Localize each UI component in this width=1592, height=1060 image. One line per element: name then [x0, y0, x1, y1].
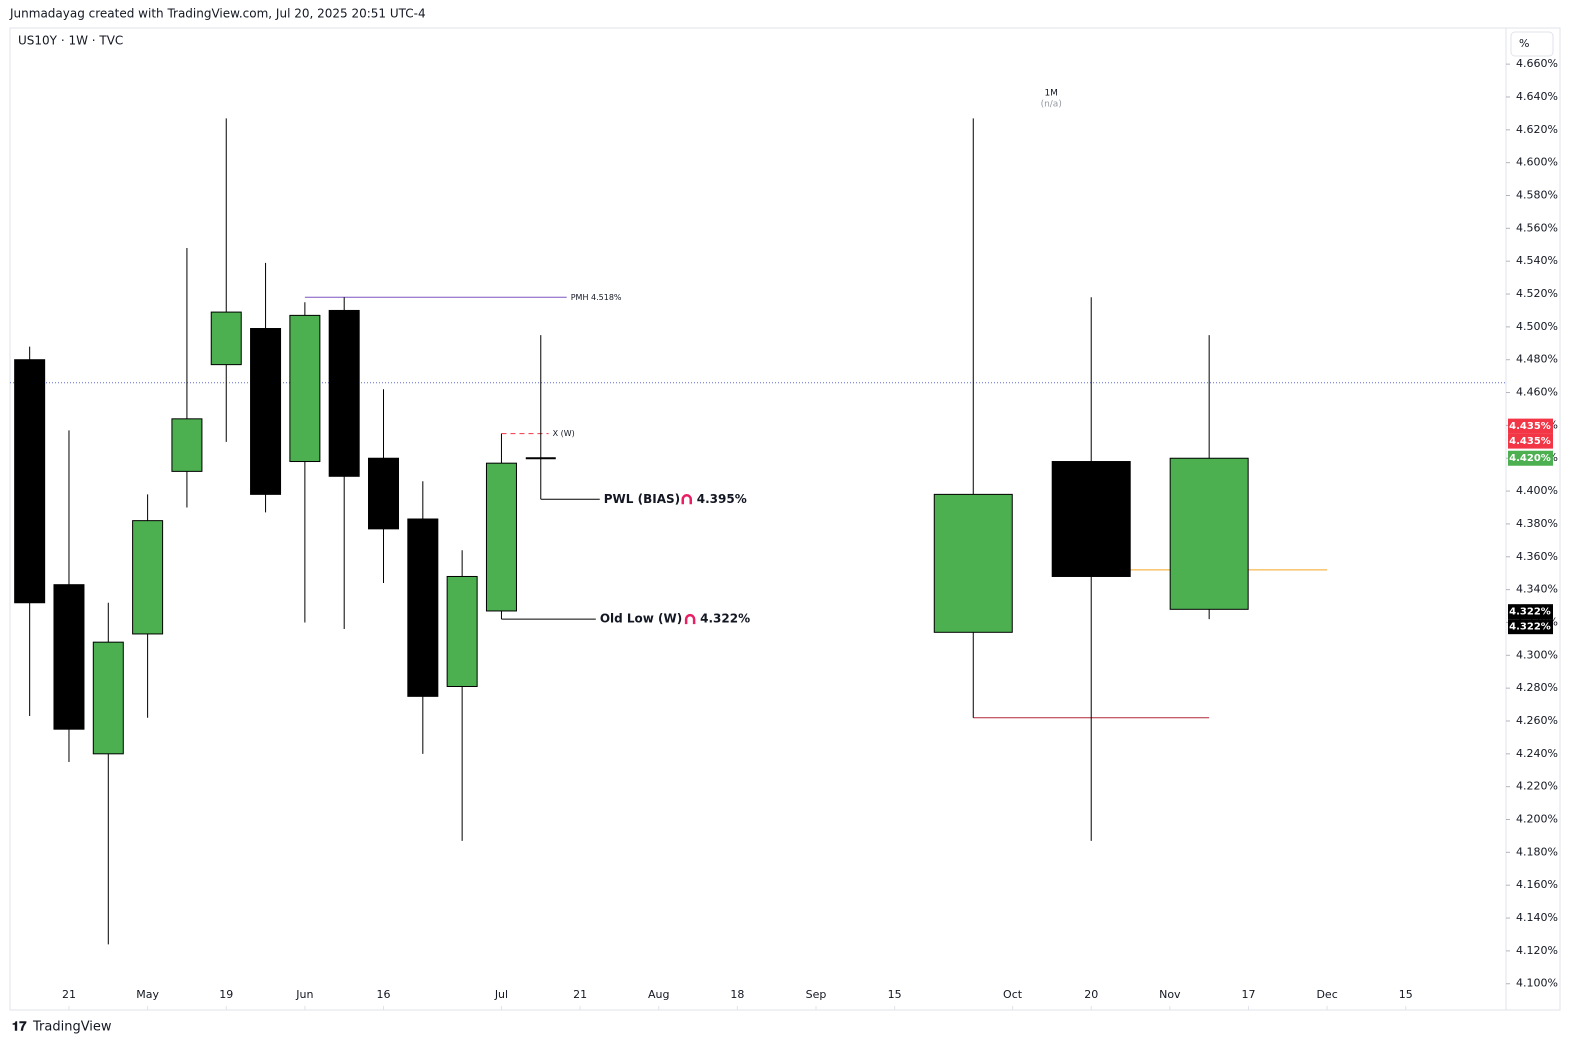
x-tick-label: 16 — [377, 988, 391, 1001]
series-subtitle: (n/a) — [1041, 100, 1062, 110]
y-tick-label: 4.300% — [1516, 648, 1558, 661]
candle-body — [250, 328, 282, 495]
logo-mark: 𝟏𝟕 — [12, 1020, 27, 1035]
y-tick-label: 4.520% — [1516, 287, 1558, 300]
magnet-icon — [681, 494, 692, 505]
x-tick-label: 15 — [1399, 988, 1413, 1001]
x-tick-label: 19 — [219, 988, 233, 1001]
candle-body — [14, 359, 46, 604]
candle-body — [210, 311, 242, 366]
y-tick-label: 4.620% — [1516, 123, 1558, 136]
y-tick-label: 4.360% — [1516, 550, 1558, 563]
y-tick-label: 4.600% — [1516, 156, 1558, 169]
footer-logo: TradingView — [32, 1020, 112, 1035]
y-tick-label: 4.340% — [1516, 583, 1558, 596]
x-tick-label: Jun — [295, 988, 313, 1001]
price-tag-label: 4.435% — [1509, 436, 1551, 447]
y-tick-label: 4.120% — [1516, 944, 1558, 957]
candle-body — [368, 457, 400, 530]
y-tick-label: 4.500% — [1516, 320, 1558, 333]
candle-body — [328, 309, 360, 477]
candle-body — [446, 575, 478, 687]
price-tag — [1508, 619, 1553, 635]
y-tick-label: 4.560% — [1516, 221, 1558, 234]
candle-body — [289, 314, 321, 463]
annotation-label: PMH 4.518% — [571, 293, 622, 302]
x-tick-label: 21 — [62, 988, 76, 1001]
y-tick-label: 4.200% — [1516, 813, 1558, 826]
price-tag-label: 4.322% — [1509, 622, 1551, 633]
y-tick-label: 4.580% — [1516, 188, 1558, 201]
x-tick-label: Dec — [1316, 988, 1337, 1001]
candle-body — [1169, 457, 1249, 610]
y-tick-label: 4.380% — [1516, 517, 1558, 530]
candle-body — [1051, 461, 1131, 577]
x-tick-label: May — [136, 988, 159, 1001]
annotation-label: PWL (BIAS) — [604, 492, 680, 506]
y-tick-label: 4.140% — [1516, 911, 1558, 924]
y-tick-label: 4.220% — [1516, 780, 1558, 793]
y-tick-label: 4.480% — [1516, 353, 1558, 366]
y-tick-label: 4.160% — [1516, 878, 1558, 891]
unit-label: % — [1519, 37, 1529, 50]
y-tick-label: 4.280% — [1516, 681, 1558, 694]
annotation-value: 4.395% — [697, 492, 747, 506]
x-tick-label: Oct — [1003, 988, 1023, 1001]
candle-body — [407, 518, 439, 697]
price-tag-label: 4.435% — [1509, 421, 1551, 432]
x-tick-label: Aug — [648, 988, 669, 1001]
x-tick-label: 15 — [888, 988, 902, 1001]
candle-body — [933, 493, 1013, 633]
price-tag — [1508, 418, 1553, 434]
candle-body — [132, 520, 164, 635]
y-tick-label: 4.260% — [1516, 714, 1558, 727]
symbol-title: US10Y · 1W · TVC — [18, 34, 123, 48]
x-tick-label: 20 — [1084, 988, 1098, 1001]
annotation-value: 4.322% — [700, 612, 750, 626]
y-tick-label: 4.240% — [1516, 747, 1558, 760]
y-tick-label: 4.180% — [1516, 845, 1558, 858]
y-tick-label: 4.460% — [1516, 386, 1558, 399]
price-tag — [1508, 450, 1553, 466]
magnet-icon — [684, 613, 696, 625]
frame — [9, 27, 1561, 1011]
candle-body — [92, 641, 124, 755]
annotation-label: Old Low (W) — [600, 612, 682, 626]
unit-button[interactable] — [1510, 31, 1554, 57]
y-tick-label: 4.400% — [1516, 484, 1558, 497]
price-tag — [1508, 604, 1553, 620]
x-tick-label: Sep — [806, 988, 827, 1001]
price-tag-label: 4.420% — [1509, 453, 1551, 464]
candle-body — [171, 418, 203, 472]
candle-body — [485, 462, 517, 612]
y-tick-label: 4.640% — [1516, 90, 1558, 103]
x-tick-label: Nov — [1159, 988, 1181, 1001]
x-tick-label: 17 — [1241, 988, 1255, 1001]
candle-body — [53, 584, 85, 730]
x-tick-label: 21 — [573, 988, 587, 1001]
y-tick-label: 4.540% — [1516, 254, 1558, 267]
x-tick-label: 18 — [730, 988, 744, 1001]
annotation-label: X (W) — [553, 429, 575, 438]
price-tag-label: 4.322% — [1509, 607, 1551, 618]
x-tick-label: Jul — [494, 988, 508, 1001]
y-tick-label: 4.660% — [1516, 57, 1558, 70]
price-tag — [1508, 433, 1553, 449]
y-tick-label: 4.100% — [1516, 977, 1558, 990]
header: Junmadayag created with TradingView.com,… — [9, 7, 426, 21]
series-name: 1M — [1044, 89, 1058, 99]
